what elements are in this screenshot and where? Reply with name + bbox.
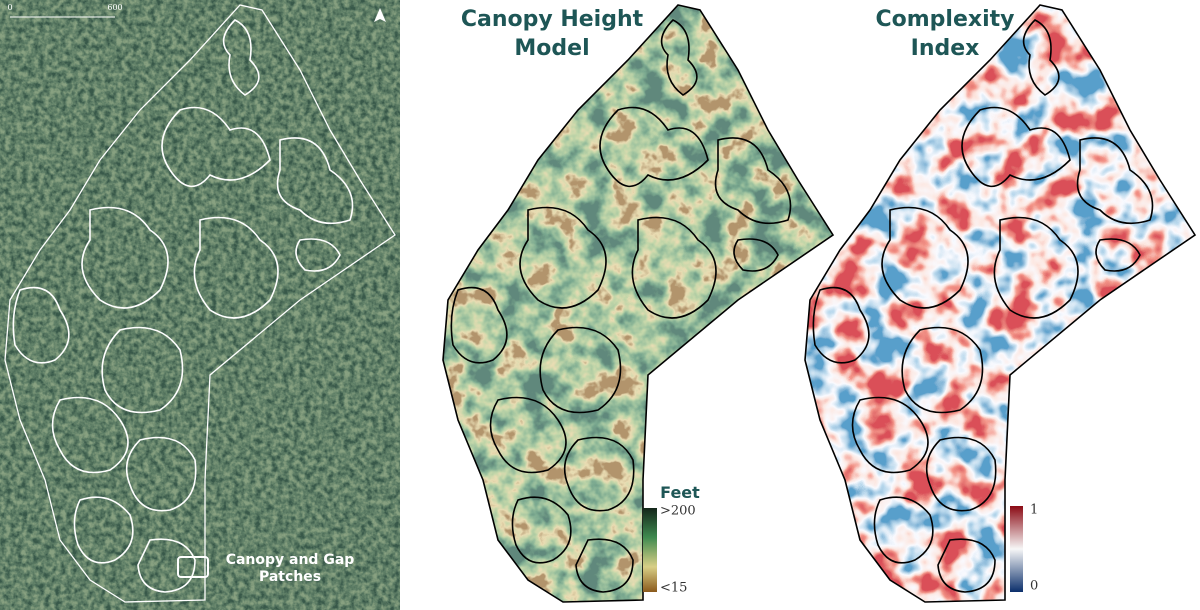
aerial-image — [0, 0, 400, 610]
scale-label: 0 — [7, 3, 12, 12]
color-bar — [643, 508, 657, 592]
aerial-panel: 0 600 Canopy and Gap Patches — [0, 0, 400, 610]
complexity-raster — [805, 5, 1195, 602]
legend-label: 1 — [1030, 503, 1038, 518]
color-bar — [1010, 506, 1023, 592]
canopy-map — [442, 4, 834, 603]
north-arrow — [374, 8, 386, 22]
canopy-raster — [443, 5, 833, 602]
legend-label: Patches — [259, 569, 321, 585]
legend-label: >200 — [660, 504, 696, 519]
legend-swatch — [177, 556, 209, 578]
legend-label: <15 — [660, 581, 687, 596]
scale-label: 600 — [107, 3, 122, 12]
panel-title: Complexity — [876, 7, 1015, 32]
legend-label: Canopy and Gap — [226, 552, 355, 568]
complexity-map — [804, 4, 1196, 603]
legend-title: Feet — [660, 483, 700, 502]
panel-title: Model — [514, 36, 589, 61]
legend-label: 0 — [1030, 579, 1038, 594]
panel-title: Index — [911, 36, 980, 61]
panel-title: Canopy Height — [461, 7, 644, 32]
